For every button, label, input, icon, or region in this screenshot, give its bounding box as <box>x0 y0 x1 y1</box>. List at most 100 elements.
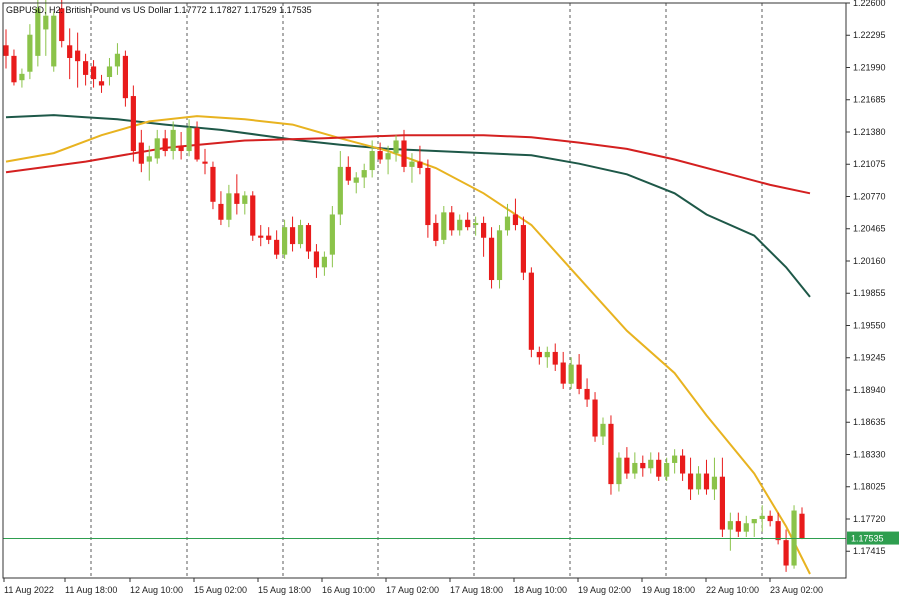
candle-body <box>417 161 423 168</box>
plot-frame <box>2 2 847 579</box>
moving-average-line-3 <box>5 134 811 195</box>
candle-body <box>35 8 41 56</box>
candle-body <box>162 138 168 152</box>
candle-body <box>473 222 479 226</box>
candle-body <box>130 96 136 152</box>
candle-body <box>313 251 320 268</box>
candle-body <box>488 237 495 281</box>
candle-body <box>568 364 574 384</box>
y-tick-label: 1.18025 <box>853 482 886 492</box>
candle-body <box>146 156 152 162</box>
candle-body <box>67 45 73 58</box>
candle-body <box>266 235 272 240</box>
candle-body <box>711 476 718 490</box>
candle-body <box>289 227 296 245</box>
y-tick-label: 1.21990 <box>853 62 886 72</box>
candle-body <box>648 459 654 469</box>
candle-body <box>242 195 248 204</box>
candle-body <box>528 272 534 350</box>
candle-body <box>759 515 765 519</box>
candle-body <box>799 513 805 539</box>
moving-average-line-1 <box>5 114 811 298</box>
candle-body <box>114 53 121 67</box>
y-tick-label: 1.19855 <box>853 288 886 298</box>
x-tick-label: 11 Aug 18:00 <box>65 585 117 595</box>
candle-body <box>122 55 128 99</box>
x-tick-label: 23 Aug 02:00 <box>770 585 823 595</box>
candle-body <box>369 151 375 171</box>
candle-body <box>624 457 630 474</box>
candle-body <box>59 8 65 42</box>
candle-body <box>27 34 33 72</box>
candle-body <box>576 364 582 389</box>
candle-body <box>234 193 240 204</box>
candle-body <box>775 521 781 541</box>
candle-body <box>305 225 312 252</box>
candle-body <box>703 473 710 490</box>
candle-body <box>560 362 566 384</box>
y-tick-label: 1.19245 <box>853 353 886 363</box>
candle-body <box>51 15 57 67</box>
current-price-badge <box>847 531 899 545</box>
candle-body <box>258 235 264 238</box>
candle-body <box>377 151 383 160</box>
candle-body <box>361 170 367 178</box>
candle-body <box>536 351 542 358</box>
candle-body <box>680 455 686 474</box>
x-tick-label: 17 Aug 02:00 <box>386 585 439 595</box>
candle-body <box>226 193 232 220</box>
x-tick-label: 15 Aug 18:00 <box>258 585 311 595</box>
x-tick-label: 19 Aug 02:00 <box>578 585 631 595</box>
candle-body <box>297 225 304 245</box>
moving-average-line-2 <box>5 115 811 575</box>
candle-body <box>385 153 391 160</box>
candle-body <box>425 167 431 226</box>
x-tick-label: 22 Aug 10:00 <box>706 585 759 595</box>
y-tick-label: 1.17720 <box>853 514 886 524</box>
candle-body <box>345 166 351 181</box>
x-tick-label: 16 Aug 10:00 <box>322 585 375 595</box>
y-tick-label: 1.22295 <box>853 30 886 40</box>
candle-body <box>250 195 256 236</box>
y-tick-label: 1.18330 <box>853 449 886 459</box>
y-tick-label: 1.20465 <box>853 224 886 234</box>
candle-body <box>337 166 343 215</box>
candle-body <box>735 521 741 532</box>
candle-body <box>154 138 160 159</box>
candles <box>3 0 805 572</box>
candle-body <box>751 518 757 524</box>
candle-body <box>83 61 89 75</box>
candle-body <box>170 129 176 152</box>
candle-body <box>98 81 105 86</box>
x-tick-label: 17 Aug 18:00 <box>450 585 503 595</box>
candle-body <box>640 462 646 469</box>
y-tick-label: 1.22600 <box>853 0 886 8</box>
candle-body <box>664 462 670 477</box>
candle-body <box>600 423 606 437</box>
candle-body <box>520 225 526 273</box>
candle-body <box>552 351 558 365</box>
candle-body <box>202 161 208 164</box>
candle-body <box>90 66 97 80</box>
y-tick-label: 1.20160 <box>853 256 886 266</box>
y-tick-label: 1.18940 <box>853 385 886 395</box>
candle-body <box>186 127 192 152</box>
candle-body <box>393 140 399 154</box>
candle-body <box>329 214 335 255</box>
candle-body <box>504 216 511 231</box>
candle-body <box>496 230 503 281</box>
y-tick-label: 1.19550 <box>853 320 886 330</box>
candle-body <box>719 476 725 530</box>
candle-body <box>695 473 702 490</box>
candle-body <box>767 515 773 522</box>
candle-body <box>783 540 789 566</box>
candle-body <box>481 222 487 238</box>
candle-body <box>616 457 622 485</box>
candle-body <box>632 462 638 474</box>
candle-body <box>441 212 447 240</box>
candle-body <box>11 55 17 83</box>
plot-frame-border <box>2 2 847 579</box>
moving-averages <box>5 114 811 575</box>
